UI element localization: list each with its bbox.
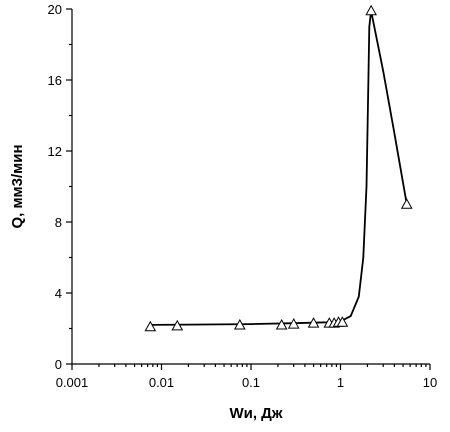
data-point — [275, 318, 288, 330]
chart-ticks: 0.001 0.01 0.1 1 10 0 4 8 12 16 20 — [48, 2, 438, 390]
y-tick-label: 16 — [48, 73, 62, 88]
y-axis-label: Q, мм3/мин — [9, 144, 26, 228]
data-point — [336, 316, 349, 327]
y-tick-label: 4 — [55, 286, 62, 301]
y-tick-label: 12 — [48, 144, 62, 159]
x-tick-label: 0.001 — [56, 375, 89, 390]
y-tick-label: 8 — [55, 215, 62, 230]
x-tick-label: 0.01 — [149, 375, 174, 390]
y-tick-label: 0 — [55, 357, 62, 372]
data-point — [144, 320, 157, 332]
data-point — [287, 318, 300, 329]
data-point — [365, 4, 377, 16]
chart-curve-layer — [150, 10, 408, 326]
chart-axes — [71, 9, 430, 365]
x-tick-label: 10 — [423, 375, 437, 390]
data-point — [233, 318, 246, 330]
data-point — [171, 319, 184, 331]
data-point — [400, 198, 413, 209]
x-tick-label: 0.1 — [242, 375, 260, 390]
data-point — [307, 317, 320, 328]
x-axis-label: Wи, Дж — [229, 405, 282, 422]
y-tick-label: 20 — [48, 2, 62, 17]
x-tick-label: 1 — [337, 375, 344, 390]
chart-markers — [144, 4, 413, 332]
fitted-curve — [150, 10, 408, 326]
